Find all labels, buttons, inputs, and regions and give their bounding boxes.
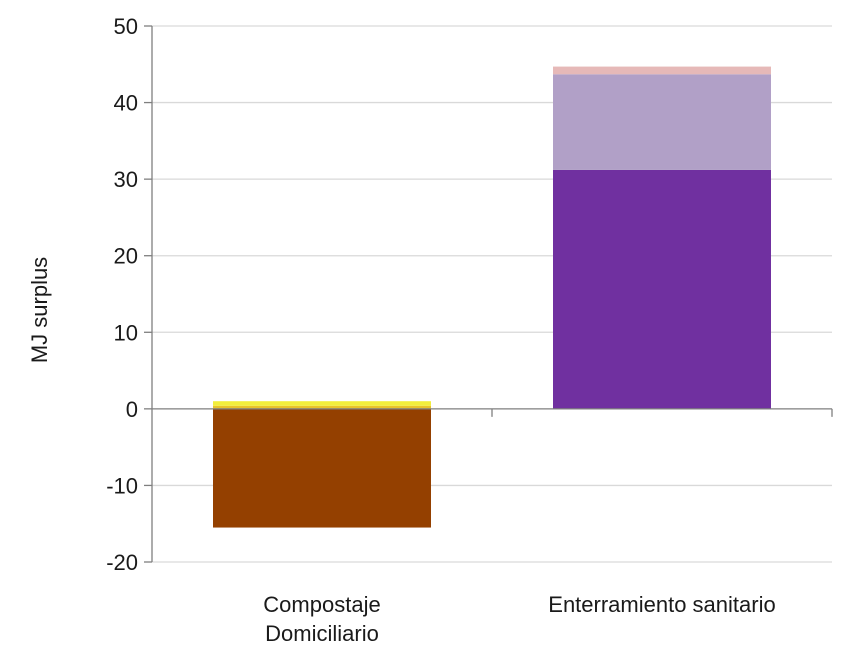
y-tick-label: 10 (114, 320, 138, 345)
y-tick-label: -20 (106, 550, 138, 575)
category-label-line: Enterramiento sanitario (548, 592, 775, 617)
category-label: Enterramiento sanitario (548, 592, 775, 617)
bar-segment-1-3 (553, 170, 771, 409)
bar-segment-0-2 (213, 401, 431, 406)
category-label-line: Domiciliario (265, 621, 379, 646)
bar-segment-1-4 (553, 74, 771, 170)
bar-segment-1-5 (553, 67, 771, 75)
y-tick-label: 40 (114, 91, 138, 116)
y-tick-label: -10 (106, 473, 138, 498)
category-label-line: Compostaje (263, 592, 380, 617)
y-tick-label: 30 (114, 167, 138, 192)
y-tick-label: 50 (114, 14, 138, 39)
bar-segment-0-0 (213, 409, 431, 528)
category-label: Compostaje Domiciliario (263, 592, 380, 646)
y-tick-label: 20 (114, 244, 138, 269)
bars (213, 67, 771, 528)
y-tick-label: 0 (126, 397, 138, 422)
y-axis-title: MJ surplus (27, 257, 52, 363)
